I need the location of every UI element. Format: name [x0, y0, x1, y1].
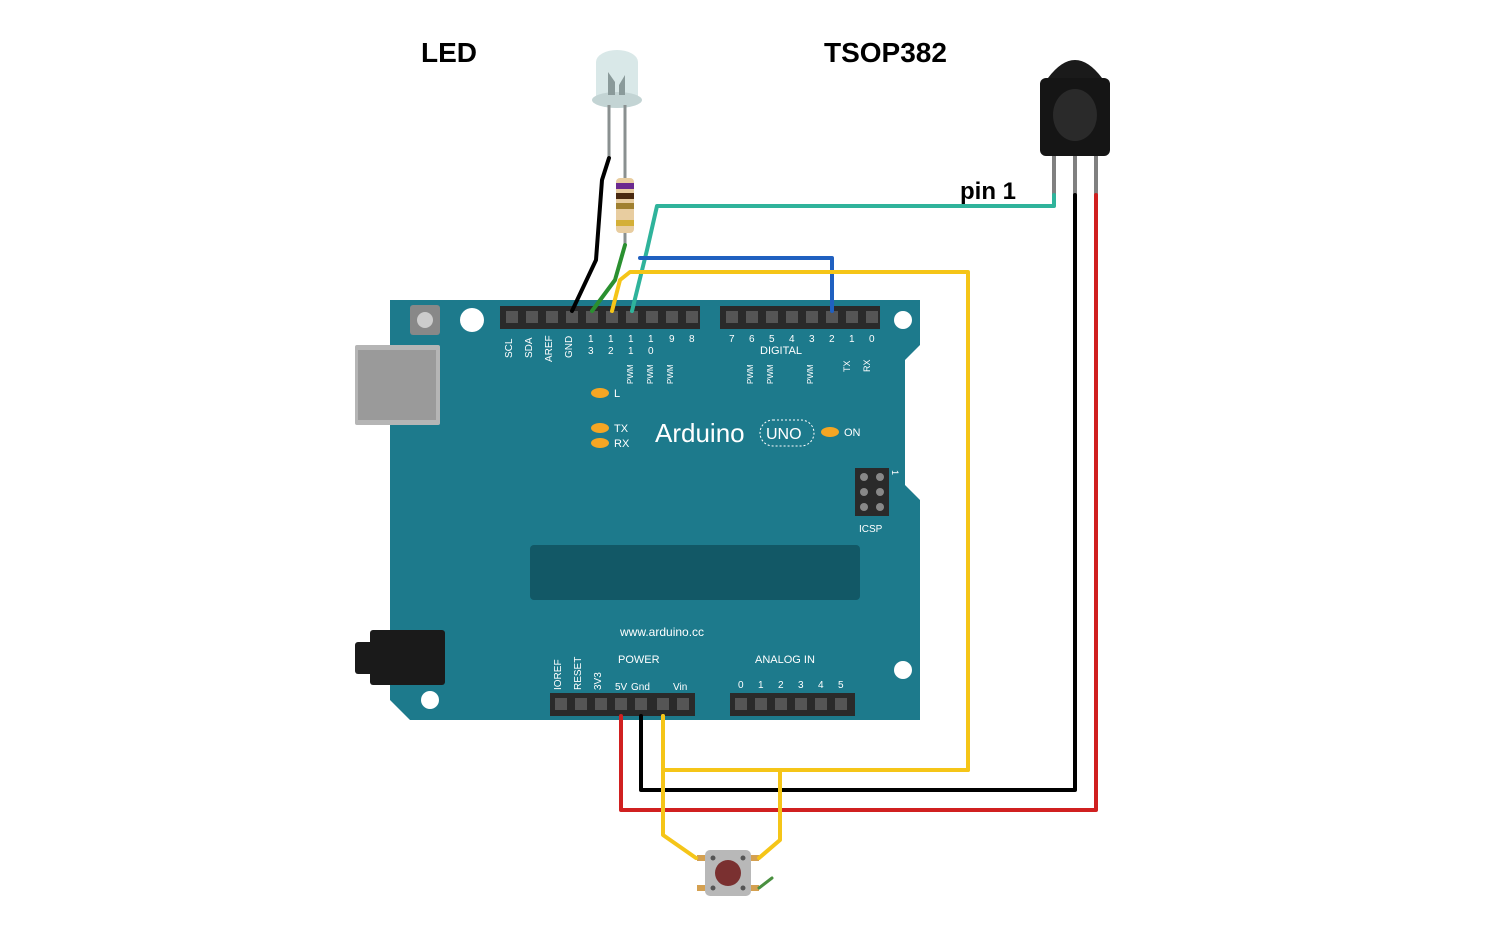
- svg-text:6: 6: [749, 334, 755, 345]
- svg-text:8: 8: [689, 334, 695, 345]
- label-led: LED: [421, 37, 477, 69]
- svg-text:7: 7: [729, 334, 735, 345]
- svg-text:PWM: PWM: [666, 364, 675, 384]
- svg-text:RX: RX: [614, 438, 630, 450]
- svg-text:1: 1: [628, 346, 634, 357]
- label-pin1: pin 1: [960, 178, 1016, 206]
- svg-text:1: 1: [849, 334, 855, 345]
- svg-text:ICSP: ICSP: [859, 524, 883, 535]
- svg-text:1: 1: [890, 470, 900, 475]
- wire-tsop-signal: [632, 195, 1054, 311]
- svg-text:DIGITAL: DIGITAL: [760, 345, 802, 357]
- svg-text:3V3: 3V3: [593, 672, 604, 690]
- svg-text:0: 0: [869, 334, 875, 345]
- svg-text:9: 9: [669, 334, 675, 345]
- label-tsop: TSOP382: [824, 37, 947, 69]
- svg-text:POWER: POWER: [618, 654, 660, 666]
- led-component: [592, 50, 642, 170]
- wire-led-gnd: [572, 158, 609, 311]
- wire-btn-green: [759, 878, 772, 888]
- resistor: [616, 170, 634, 245]
- svg-text:2: 2: [778, 680, 784, 691]
- svg-text:www.arduino.cc: www.arduino.cc: [619, 625, 704, 639]
- svg-text:UNO: UNO: [766, 426, 802, 443]
- push-button: [697, 850, 759, 896]
- svg-text:0: 0: [738, 680, 744, 691]
- svg-text:ON: ON: [844, 427, 861, 439]
- svg-text:5: 5: [838, 680, 844, 691]
- circuit-diagram: SCL SDA AREF GND 13 12 11 10 9 8 7 6 5 4…: [0, 0, 1500, 932]
- svg-text:3: 3: [809, 334, 815, 345]
- svg-text:PWM: PWM: [626, 364, 635, 384]
- tsop-sensor: [1040, 60, 1110, 195]
- svg-text:PWM: PWM: [646, 364, 655, 384]
- svg-text:5V: 5V: [615, 682, 628, 693]
- svg-text:3: 3: [798, 680, 804, 691]
- svg-text:4: 4: [818, 680, 824, 691]
- svg-text:3: 3: [588, 346, 594, 357]
- svg-text:PWM: PWM: [746, 364, 755, 384]
- svg-text:1: 1: [648, 334, 654, 345]
- svg-text:1: 1: [588, 334, 594, 345]
- svg-text:L: L: [614, 388, 620, 400]
- wire-btn-right: [759, 770, 968, 858]
- wire-yellow-btn: [663, 716, 696, 858]
- svg-text:IOREF: IOREF: [553, 659, 564, 690]
- svg-text:1: 1: [628, 334, 634, 345]
- svg-text:4: 4: [789, 334, 795, 345]
- svg-text:SDA: SDA: [524, 337, 535, 358]
- arduino-board: SCL SDA AREF GND 13 12 11 10 9 8 7 6 5 4…: [355, 300, 920, 720]
- svg-text:2: 2: [608, 346, 614, 357]
- svg-text:PWM: PWM: [766, 364, 775, 384]
- svg-text:Vin: Vin: [673, 682, 687, 693]
- svg-text:0: 0: [648, 346, 654, 357]
- svg-text:2: 2: [829, 334, 835, 345]
- svg-text:TX: TX: [614, 423, 629, 435]
- svg-text:AREF: AREF: [544, 335, 555, 362]
- svg-text:Arduino: Arduino: [655, 418, 745, 448]
- svg-text:TX: TX: [842, 360, 852, 372]
- svg-text:GND: GND: [564, 336, 575, 358]
- svg-text:RESET: RESET: [573, 657, 584, 690]
- svg-text:ANALOG IN: ANALOG IN: [755, 654, 815, 666]
- svg-text:PWM: PWM: [806, 364, 815, 384]
- svg-text:5: 5: [769, 334, 775, 345]
- svg-text:SCL: SCL: [504, 338, 515, 358]
- svg-text:1: 1: [608, 334, 614, 345]
- svg-text:RX: RX: [862, 359, 872, 372]
- svg-text:Gnd: Gnd: [631, 682, 650, 693]
- svg-text:1: 1: [758, 680, 764, 691]
